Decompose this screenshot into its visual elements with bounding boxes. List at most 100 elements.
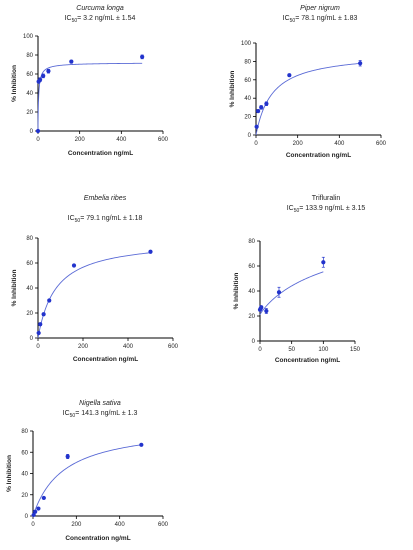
chart1-data-point (254, 124, 259, 129)
chart3-y-axis-label: % Inhibition (233, 273, 240, 310)
chart2-x-tick-label: 200 (78, 344, 89, 350)
chart0-x-tick-label: 400 (116, 137, 127, 143)
chart3-data-point (321, 260, 326, 265)
chart2-x-tick-label: 400 (123, 344, 134, 350)
chart1-ic50-label: IC50= 78.1 ng/mL ± 1.83 (283, 15, 358, 24)
chart-piper-nigrum: Piper nigrum IC50= 78.1 ng/mL ± 1.83 0 200 4… (229, 5, 387, 159)
chart4-data-point (41, 495, 46, 501)
chart4-x-tick-label: 400 (115, 522, 126, 528)
chart4-x-tick-label: 200 (71, 522, 82, 528)
chart3-data-point (264, 308, 269, 314)
chart0-x-tick-label: 600 (158, 137, 169, 143)
chart2-title: Embelia ribes (84, 195, 127, 202)
chart0-ic50-label: IC50= 3.2 ng/mL ± 1.54 (65, 15, 136, 24)
chart4-data-point (31, 512, 36, 518)
chart0-data-point (69, 59, 74, 64)
chart3-x-axis-label: Concentration ng/mL (275, 357, 340, 364)
chart4-fit-curve (32, 444, 142, 517)
chart4-x-axis-label: Concentration ng/mL (65, 535, 130, 542)
chart1-y-tick-label: 100 (241, 41, 252, 47)
chart3-data-point (259, 305, 264, 310)
chart0-y-tick-label: 20 (26, 110, 33, 116)
chart1-title: Piper nigrum (300, 5, 340, 12)
chart4-y-tick-label: 20 (21, 493, 28, 499)
chart1-data-point (358, 61, 363, 66)
chart1-data-point (287, 73, 292, 78)
chart0-data-point (37, 77, 43, 82)
chart2-y-axis-label: % Inhibition (11, 270, 18, 307)
chart4-title: Nigella sativa (79, 400, 121, 407)
chart1-x-tick-label: 200 (293, 141, 304, 147)
chart1-y-tick-label: 60 (244, 78, 251, 84)
chart3-data-point (276, 290, 282, 295)
chart0-fit-curve (37, 62, 143, 132)
chart4-y-tick-label: 80 (21, 429, 28, 435)
chart4-y-tick-label: 40 (21, 472, 28, 478)
chart-nigella-sativa: Nigella sativa IC50= 141.3 ng/mL ± 1.3 0 20… (6, 400, 169, 542)
chart1-y-axis-label: % Inhibition (229, 71, 236, 108)
chart4-x-tick-label: 600 (158, 522, 169, 528)
chart0-data-point (41, 73, 46, 78)
chart4-data-point (65, 454, 70, 459)
chart4-ic50-label: IC50= 141.3 ng/mL ± 1.3 (63, 410, 138, 419)
chart2-data-point (41, 312, 46, 317)
chart2-fit-curve (37, 252, 151, 339)
chart-trifluralin: Trifluralin IC50= 133.9 ng/mL ± 3.15 0 50 10… (233, 195, 366, 364)
chart2-data-point (38, 322, 43, 327)
chart0-x-tick-label: 0 (36, 137, 40, 143)
chart2-y-tick-label: 40 (26, 286, 33, 292)
chart3-y-tick-label: 60 (248, 264, 255, 270)
chart4-data-point (33, 509, 38, 514)
chart3-y-tick-label: 0 (252, 339, 256, 345)
chart2-data-point (71, 263, 77, 268)
chart0-title: Curcuma longa (76, 5, 124, 12)
chart1-fit-curve (255, 62, 361, 136)
chart3-title: Trifluralin (312, 195, 341, 202)
chart4-data-point (36, 506, 41, 511)
chart2-data-point (148, 249, 153, 254)
chart0-y-axis-label: % Inhibition (11, 65, 18, 102)
chart2-y-tick-label: 0 (30, 336, 34, 342)
chart3-fit-curve (259, 271, 324, 315)
chart3-ic50-label: IC50= 133.9 ng/mL ± 3.15 (287, 205, 366, 214)
chart1-data-point (255, 108, 261, 114)
chart1-x-tick-label: 0 (254, 141, 258, 147)
chart4-y-tick-label: 60 (21, 450, 28, 456)
chart1-data-point (259, 105, 264, 110)
chart2-ic50-label: IC50= 79.1 ng/mL ± 1.18 (68, 215, 143, 224)
chart4-y-tick-label: 0 (25, 514, 29, 520)
chart2-x-tick-label: 0 (36, 344, 40, 350)
chart0-data-point (46, 69, 51, 74)
chart3-x-tick-label: 150 (350, 347, 361, 353)
chart0-x-axis-label: Concentration ng/mL (68, 150, 133, 157)
chart4-data-point (139, 442, 144, 447)
chart2-y-tick-label: 20 (26, 311, 33, 317)
chart2-data-point (47, 298, 52, 303)
chart3-x-tick-label: 100 (318, 347, 329, 353)
chart1-y-tick-label: 40 (244, 96, 251, 102)
chart2-x-axis-label: Concentration ng/mL (73, 356, 138, 363)
chart2-data-point (36, 330, 41, 336)
chart0-y-tick-label: 80 (26, 53, 33, 59)
chart3-x-tick-label: 0 (258, 347, 262, 353)
chart0-data-point (140, 54, 145, 60)
chart1-y-tick-label: 20 (244, 115, 251, 121)
chart0-data-point (35, 128, 41, 134)
chart4-y-axis-label: % Inhibition (6, 455, 13, 492)
chart3-y-tick-label: 80 (248, 239, 255, 245)
chart0-x-tick-label: 200 (75, 137, 86, 143)
chart3-x-tick-label: 50 (288, 347, 295, 353)
chart1-y-tick-label: 80 (244, 59, 251, 65)
chart2-y-tick-label: 60 (26, 261, 33, 267)
chart4-x-tick-label: 0 (31, 522, 35, 528)
chart0-y-tick-label: 0 (30, 129, 34, 135)
chart3-y-tick-label: 20 (248, 314, 255, 320)
chart1-x-tick-label: 600 (376, 141, 387, 147)
chart1-x-tick-label: 400 (334, 141, 345, 147)
chart1-data-point (264, 101, 269, 106)
chart0-y-tick-label: 40 (26, 91, 33, 97)
chart1-x-axis-label: Concentration ng/mL (286, 152, 351, 159)
chart0-y-tick-label: 100 (23, 34, 34, 40)
chart2-y-tick-label: 80 (26, 236, 33, 242)
